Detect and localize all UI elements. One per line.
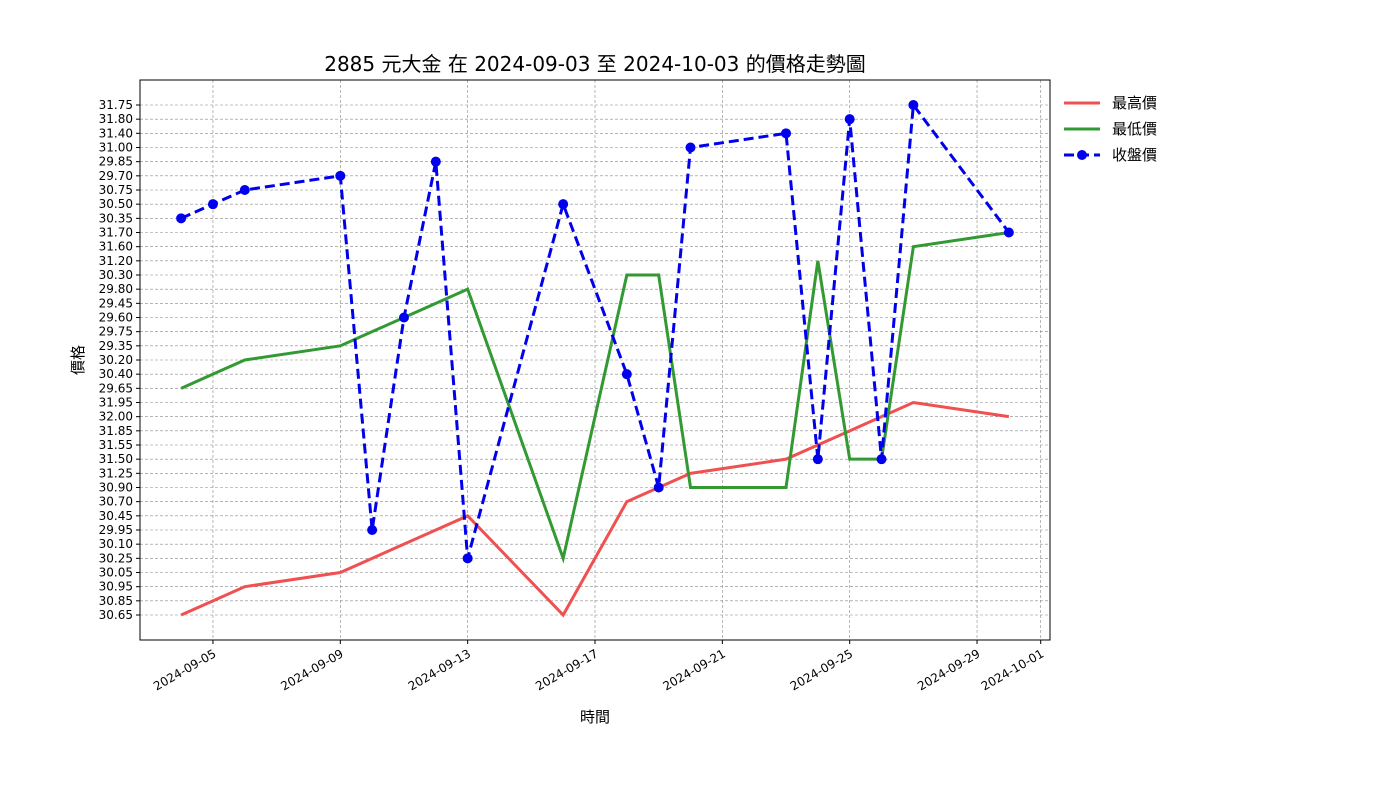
y-tick-label: 31.40 xyxy=(99,126,133,140)
y-tick-label: 29.35 xyxy=(99,339,133,353)
y-tick-label: 31.85 xyxy=(99,424,133,438)
point xyxy=(176,213,187,224)
point xyxy=(876,454,887,465)
y-tick-label: 30.50 xyxy=(99,197,133,211)
y-tick-label: 30.05 xyxy=(99,566,133,580)
point xyxy=(367,525,378,535)
point xyxy=(207,199,218,210)
point xyxy=(844,114,855,125)
y-tick-label: 29.70 xyxy=(99,169,133,183)
legend-label: 最低價 xyxy=(1112,120,1157,138)
y-tick-label: 30.95 xyxy=(99,580,133,594)
series-line xyxy=(180,400,1010,618)
y-tick-label: 31.95 xyxy=(99,396,133,410)
y-tick-label: 30.10 xyxy=(99,537,133,551)
y-tick-label: 31.00 xyxy=(99,141,133,155)
y-tick-label: 31.50 xyxy=(99,452,133,466)
legend-marker xyxy=(1077,150,1087,160)
y-tick-label: 30.45 xyxy=(99,509,133,523)
y-tick-label: 29.45 xyxy=(99,296,133,310)
y-tick-label: 29.65 xyxy=(99,381,133,395)
chart-title: 2885 元大金 在 2024-09-03 至 2024-10-03 的價格走勢… xyxy=(324,52,866,76)
y-tick-label: 31.25 xyxy=(99,466,133,480)
y-tick-label: 30.30 xyxy=(99,268,133,282)
y-tick-label: 30.85 xyxy=(99,594,133,608)
x-axis-label: 時間 xyxy=(580,708,610,726)
y-tick-label: 32.00 xyxy=(99,410,133,424)
y-tick-label: 30.65 xyxy=(99,608,133,622)
point xyxy=(398,312,409,323)
y-tick-label: 30.25 xyxy=(99,551,133,565)
y-tick-label: 29.80 xyxy=(99,282,133,296)
y-tick-label: 30.40 xyxy=(99,367,133,381)
point xyxy=(685,142,696,153)
y-tick-label: 31.75 xyxy=(99,98,133,112)
y-tick-label: 31.20 xyxy=(99,254,133,268)
series-line xyxy=(180,231,1010,564)
point xyxy=(1003,227,1014,238)
y-tick-label: 29.75 xyxy=(99,325,133,339)
y-tick-label: 31.80 xyxy=(99,112,133,126)
y-tick-label: 30.75 xyxy=(99,183,133,197)
legend-label: 收盤價 xyxy=(1112,146,1157,164)
y-axis-label: 價格 xyxy=(69,345,87,375)
y-tick-label: 30.90 xyxy=(99,481,133,495)
y-tick-label: 30.35 xyxy=(99,211,133,225)
y-tick-label: 29.60 xyxy=(99,311,133,325)
y-tick-label: 30.20 xyxy=(99,353,133,367)
point xyxy=(812,454,823,465)
point xyxy=(558,199,569,210)
point xyxy=(653,482,664,493)
y-tick-label: 30.70 xyxy=(99,495,133,509)
y-tick-label: 31.55 xyxy=(99,438,133,452)
y-tick-label: 31.70 xyxy=(99,226,133,240)
point xyxy=(908,100,919,110)
point xyxy=(335,170,346,181)
point xyxy=(781,128,792,139)
plot-frame xyxy=(139,79,1051,641)
y-tick-label: 29.85 xyxy=(99,155,133,169)
y-tick-label: 29.95 xyxy=(99,523,133,537)
point xyxy=(462,553,473,564)
legend-label: 最高價 xyxy=(1112,94,1157,112)
series-line xyxy=(180,100,1011,559)
y-tick-label: 31.60 xyxy=(99,240,133,254)
point xyxy=(430,156,441,167)
point xyxy=(239,185,250,195)
point xyxy=(621,369,632,380)
